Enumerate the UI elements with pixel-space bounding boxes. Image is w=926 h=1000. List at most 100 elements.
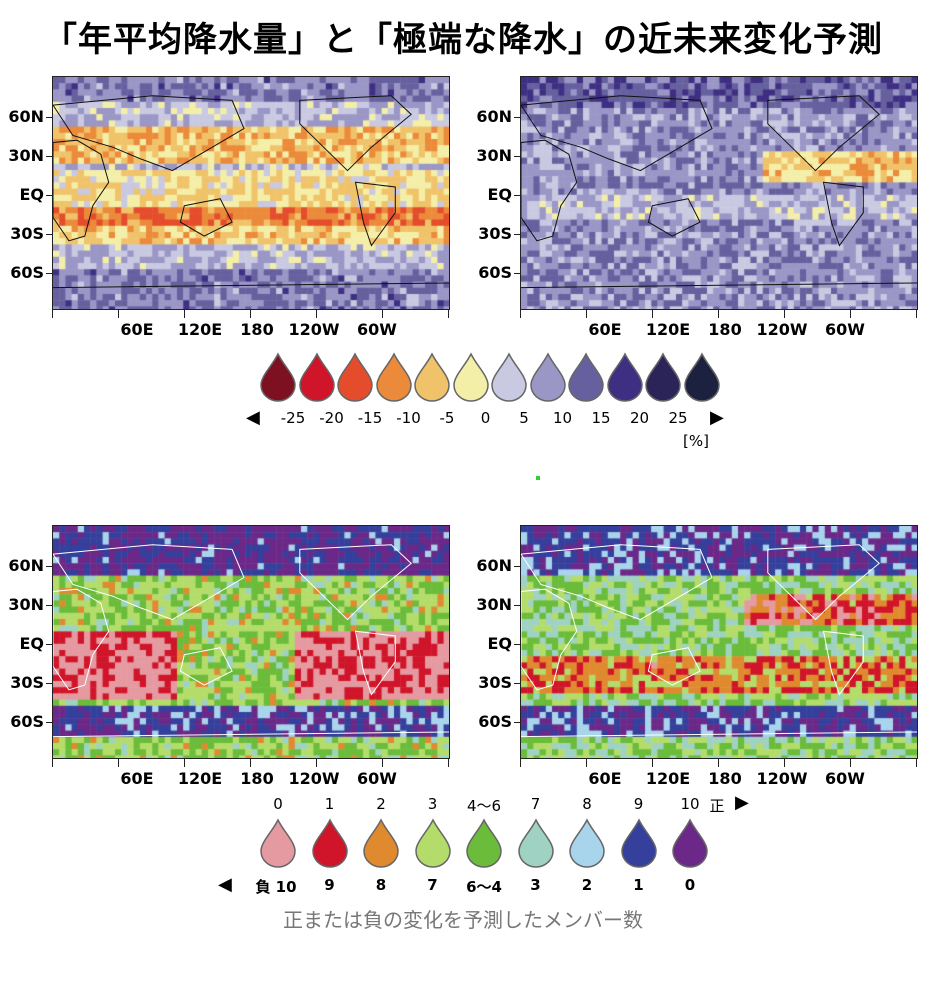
lat-tick [514, 605, 520, 606]
legend-drop [643, 352, 683, 406]
legend-label: 5 [519, 409, 529, 427]
precip-map-top-left [52, 76, 450, 310]
coastline [53, 544, 449, 738]
lon-label: 60E [120, 320, 154, 339]
lat-label: 30N [476, 146, 512, 165]
legend-drop [516, 818, 556, 872]
coastline [53, 95, 449, 289]
unit-label: [%] [683, 432, 709, 450]
lat-tick [46, 566, 52, 567]
legend-drop [451, 352, 491, 406]
lon-tick [520, 310, 521, 318]
legend-bottom-label: 0 [684, 876, 696, 894]
right-arrow-icon: ▶ [735, 792, 749, 813]
lat-label: 60N [8, 556, 44, 575]
right-arrow-icon: ▶ [710, 407, 724, 428]
lon-label: 60W [825, 769, 865, 788]
lon-tick [448, 310, 449, 318]
coastline [521, 544, 917, 738]
legend-bottom-label: 6〜4 [466, 878, 502, 896]
lat-label: 60S [10, 263, 44, 282]
legend-top-label: 4〜6 [466, 797, 502, 815]
lat-tick [514, 273, 520, 274]
legend-label: 0 [480, 409, 491, 427]
left-arrow-icon: ◀ [246, 407, 260, 428]
legend-bottom-label: 3 [530, 876, 541, 894]
lon-tick [250, 310, 251, 318]
legend-top-label: 1 [324, 795, 335, 813]
lon-label: 180 [708, 320, 742, 339]
legend-drop [682, 352, 722, 406]
lat-tick [46, 195, 52, 196]
legend-top-label: 7 [530, 795, 541, 813]
precip-map-top-right [520, 76, 918, 310]
extreme-map-bottom-right [520, 525, 918, 759]
lat-label: EQ [487, 185, 512, 204]
legend-top-label: 2 [376, 795, 386, 813]
lat-label: 30S [478, 224, 512, 243]
lat-tick [514, 722, 520, 723]
marker-dot [536, 476, 540, 480]
lon-label: 120E [177, 320, 223, 339]
legend-drop [335, 352, 375, 406]
legend-label: -5 [439, 409, 455, 427]
legend-drop [489, 352, 529, 406]
legend-top-label: 3 [427, 795, 438, 813]
lon-tick [652, 759, 653, 767]
legend-drop [566, 352, 606, 406]
lat-label: 60N [8, 107, 44, 126]
lat-label: 60N [476, 556, 512, 575]
lon-tick [916, 310, 917, 318]
legend-label: 15 [591, 409, 611, 427]
legend-drop [528, 352, 568, 406]
legend-drop [297, 352, 337, 406]
lon-tick [520, 759, 521, 767]
lon-label: 60E [588, 769, 622, 788]
legend-label: 20 [629, 409, 650, 427]
lon-tick [586, 759, 587, 767]
lon-label: 120W [756, 769, 808, 788]
lat-label: 60N [476, 107, 512, 126]
lon-label: 120W [288, 320, 340, 339]
lat-label: 30N [476, 595, 512, 614]
lon-tick [916, 759, 917, 767]
lon-tick [118, 759, 119, 767]
lon-tick [652, 310, 653, 318]
lon-tick [784, 759, 785, 767]
legend-drop [412, 352, 452, 406]
legend-bottom-label: 9 [324, 876, 335, 894]
lon-tick [448, 759, 449, 767]
lon-label: 120E [177, 769, 223, 788]
heatmap-canvas [53, 526, 449, 758]
legend-drop [361, 818, 401, 872]
legend-drop [464, 818, 504, 872]
lon-tick [52, 759, 53, 767]
lon-tick [850, 310, 851, 318]
lon-label: 120E [645, 769, 691, 788]
heatmap-canvas [53, 77, 449, 309]
legend-top-label: 0 [273, 795, 283, 813]
legend-drop [374, 352, 414, 406]
lon-label: 120E [645, 320, 691, 339]
lat-label: 60S [10, 712, 44, 731]
legend-drop [258, 352, 298, 406]
lat-tick [46, 234, 52, 235]
lat-tick [514, 644, 520, 645]
lon-label: 60W [825, 320, 865, 339]
lon-tick [850, 759, 851, 767]
lon-label: 60E [588, 320, 622, 339]
lat-label: 30S [478, 673, 512, 692]
legend-label: 10 [552, 409, 573, 427]
lat-tick [46, 117, 52, 118]
legend-drop [413, 818, 453, 872]
lat-label: EQ [487, 634, 512, 653]
lat-tick [46, 273, 52, 274]
lon-label: 60W [357, 769, 397, 788]
legend-top-label: 8 [582, 795, 592, 813]
lat-tick [46, 156, 52, 157]
legend-label: -10 [396, 409, 421, 427]
legend-bottom-label: 2 [581, 876, 593, 894]
legend-label: -15 [357, 409, 383, 427]
lon-label: 60W [357, 320, 397, 339]
lon-label: 120W [288, 769, 340, 788]
